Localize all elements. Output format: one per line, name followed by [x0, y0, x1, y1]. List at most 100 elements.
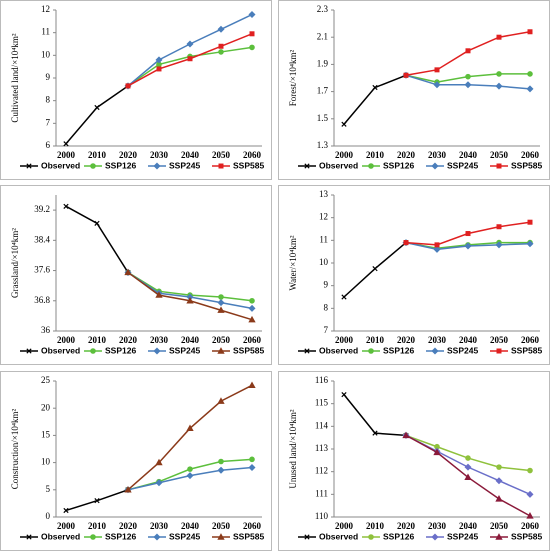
legend-label: Observed	[319, 160, 358, 170]
y-tick-label: 112	[315, 466, 328, 476]
y-tick-label: 38.4	[34, 234, 50, 244]
marker	[496, 163, 502, 169]
y-axis-label: Grassland/×10⁴km²	[10, 228, 20, 298]
marker	[26, 163, 32, 169]
x-tick-label: 2040	[181, 150, 200, 160]
y-tick-label: 12	[41, 4, 50, 14]
marker	[186, 40, 194, 48]
y-tick-label: 7	[324, 325, 329, 335]
marker	[248, 304, 256, 312]
marker	[63, 507, 69, 514]
marker	[433, 245, 441, 253]
y-axis-label: Unused land/×10⁴km²	[288, 409, 298, 488]
marker	[187, 466, 193, 472]
marker	[341, 391, 347, 398]
marker	[248, 463, 256, 472]
x-tick-label: 2020	[397, 521, 416, 531]
legend-label: SSP245	[169, 531, 200, 541]
y-tick-label: 8	[46, 95, 51, 105]
y-tick-label: 11	[41, 27, 50, 37]
marker	[217, 25, 225, 33]
marker	[526, 240, 534, 248]
y-tick-label: 110	[315, 511, 329, 521]
y-tick-label: 8	[324, 302, 329, 312]
marker	[464, 463, 472, 471]
marker	[403, 240, 409, 246]
marker	[249, 456, 255, 463]
marker	[434, 242, 440, 248]
y-tick-label: 36	[41, 325, 51, 335]
series-line	[65, 205, 129, 273]
marker	[124, 485, 132, 493]
x-tick-label: 2040	[181, 521, 200, 531]
legend-label: Observed	[319, 345, 358, 355]
x-tick-label: 2020	[119, 335, 138, 345]
y-axis-label: Forest/×10⁴km²	[288, 49, 298, 106]
y-tick-label: 113	[315, 443, 329, 453]
x-tick-label: 2050	[212, 521, 231, 531]
marker	[218, 294, 224, 300]
y-axis-label: Construction/×10⁴km²	[10, 408, 20, 489]
marker	[495, 477, 503, 485]
y-axis-label: Water/×10⁴km²	[288, 235, 298, 290]
marker	[495, 241, 503, 249]
panel-border	[0, 0, 272, 180]
x-tick-label: 2040	[459, 521, 478, 531]
y-tick-label: 2.3	[317, 4, 329, 14]
marker	[431, 162, 439, 170]
marker	[526, 512, 534, 519]
x-tick-label: 2060	[243, 335, 262, 345]
y-tick-label: 9	[324, 280, 329, 290]
legend-label: Observed	[41, 531, 80, 541]
legend-label: Observed	[41, 345, 80, 355]
y-tick-label: 20	[41, 402, 51, 412]
marker	[249, 297, 255, 304]
series-line	[127, 46, 253, 87]
legend-label: SSP126	[383, 160, 414, 170]
marker	[218, 458, 224, 465]
y-tick-label: 13	[319, 189, 329, 199]
x-tick-label: 2010	[366, 335, 385, 345]
legend-label: SSP245	[169, 160, 200, 170]
x-tick-label: 2030	[428, 150, 447, 160]
y-tick-label: 10	[41, 457, 51, 467]
y-tick-label: 9	[46, 72, 51, 82]
panel: 1.3 1.5 1.7 1.9 2.1 2.3 2000 2010 2020 2030 2040 20…	[278, 0, 550, 180]
legend-label: SSP585	[233, 531, 264, 541]
marker	[464, 242, 472, 250]
marker	[218, 43, 224, 49]
x-tick-label: 2000	[57, 150, 76, 160]
x-tick-label: 2010	[366, 521, 385, 531]
marker	[368, 348, 374, 354]
legend-label: SSP245	[447, 345, 478, 355]
x-tick-label: 2050	[490, 521, 509, 531]
panel: 36 36.8 37.6 38.4 39.2 2000 2010 2020 2030 2040 20…	[0, 185, 272, 365]
marker	[304, 348, 310, 354]
x-tick-label: 2040	[181, 335, 200, 345]
marker	[527, 467, 533, 474]
marker	[155, 56, 163, 64]
y-tick-label: 1.3	[317, 140, 329, 150]
marker	[372, 266, 378, 272]
marker	[496, 34, 502, 40]
x-tick-label: 2060	[521, 335, 540, 345]
marker	[217, 347, 225, 354]
y-tick-label: 37.6	[34, 265, 50, 275]
panel-border	[0, 185, 272, 365]
x-tick-label: 2020	[119, 521, 138, 531]
marker	[248, 315, 256, 323]
marker	[431, 533, 439, 541]
legend-label: SSP585	[511, 345, 542, 355]
marker	[402, 431, 410, 439]
x-tick-label: 2020	[119, 150, 138, 160]
marker	[153, 347, 161, 355]
series-line	[343, 394, 407, 437]
y-tick-label: 10	[41, 49, 51, 59]
x-tick-label: 2060	[521, 521, 540, 531]
marker	[527, 219, 533, 225]
marker	[434, 67, 440, 73]
series-line	[343, 74, 407, 125]
marker	[495, 533, 503, 540]
marker	[527, 71, 533, 77]
